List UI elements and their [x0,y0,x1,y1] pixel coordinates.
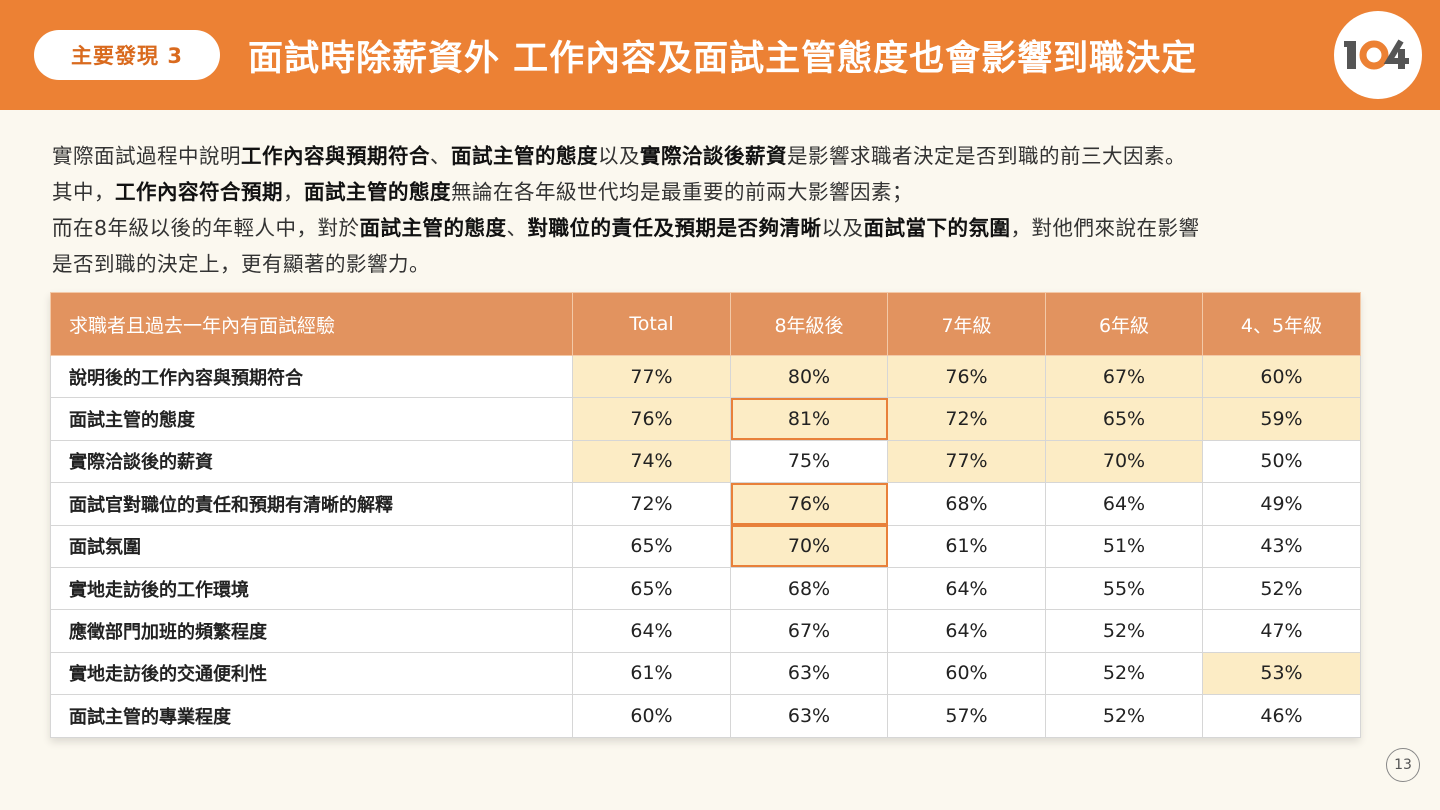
table-row: 面試氛圍 65% 70% 61% 51% 43% [50,524,1361,568]
table-header-row: 求職者且過去一年內有面試經驗 Total 8年級後 7年級 6年級 4、5年級 [50,292,1361,356]
table-cell: 65% [572,524,731,568]
table-cell: 53% [1202,651,1361,696]
intro-line-2: 其中，工作內容符合預期，面試主管的態度無論在各年級世代均是最重要的前兩大影響因素… [52,180,913,204]
table-cell: 60% [572,694,731,738]
table-row: 面試主管的態度 76% 81% 72% 65% 59% [50,397,1361,441]
table-cell: 75% [730,439,888,484]
table-cell: 57% [887,694,1046,738]
logo-104-icon [1344,39,1409,70]
table-cell-emphasized: 76% [730,482,888,526]
table-cell: 49% [1202,482,1361,526]
table-cell: 68% [730,566,888,611]
table-cell: 72% [572,482,731,526]
row-label: 實地走訪後的交通便利性 [50,651,573,696]
table-cell: 64% [572,609,731,653]
table-cell: 43% [1202,524,1361,568]
table-cell: 80% [730,354,888,399]
page-number: 13 [1386,748,1420,782]
table-cell: 77% [887,439,1046,484]
row-label: 面試主管的態度 [50,397,573,441]
table-cell: 64% [887,566,1046,611]
table-cell: 68% [887,482,1046,526]
intro-line-4: 是否到職的決定上，更有顯著的影響力。 [52,252,430,276]
table-cell: 52% [1045,651,1203,696]
table-row: 實際洽談後的薪資 74% 75% 77% 70% 50% [50,439,1361,484]
table-cell: 65% [1045,397,1203,441]
table-row: 面試主管的專業程度 60% 63% 57% 52% 46% [50,694,1361,738]
row-label: 實地走訪後的工作環境 [50,566,573,611]
row-label: 面試氛圍 [50,524,573,568]
table-cell: 55% [1045,566,1203,611]
table-cell: 59% [1202,397,1361,441]
intro-line-1: 實際面試過程中說明工作內容與預期符合、面試主管的態度以及實際洽談後薪資是影響求職… [52,144,1186,168]
table-cell: 50% [1202,439,1361,484]
table-cell: 72% [887,397,1046,441]
table-cell: 52% [1045,694,1203,738]
table-cell: 76% [572,397,731,441]
table-cell: 76% [887,354,1046,399]
table-cell: 64% [1045,482,1203,526]
table-cell: 61% [572,651,731,696]
table-cell: 63% [730,694,888,738]
results-table-container: 求職者且過去一年內有面試經驗 Total 8年級後 7年級 6年級 4、5年級 … [50,292,1361,738]
table-row: 實地走訪後的工作環境 65% 68% 64% 55% 52% [50,566,1361,611]
table-row: 說明後的工作內容與預期符合 77% 80% 76% 67% 60% [50,354,1361,399]
table-cell: 67% [1045,354,1203,399]
table-cell: 47% [1202,609,1361,653]
table-row: 實地走訪後的交通便利性 61% 63% 60% 52% 53% [50,651,1361,696]
column-header: 求職者且過去一年內有面試經驗 [50,292,573,356]
table-cell: 64% [887,609,1046,653]
table-cell: 61% [887,524,1046,568]
table-cell: 65% [572,566,731,611]
page-title: 面試時除薪資外 工作內容及面試主管態度也會影響到職決定 [248,38,1198,79]
table-cell: 77% [572,354,731,399]
results-table: 求職者且過去一年內有面試經驗 Total 8年級後 7年級 6年級 4、5年級 … [50,292,1361,738]
column-header: 6年級 [1045,292,1203,356]
table-cell: 67% [730,609,888,653]
row-label: 面試主管的專業程度 [50,694,573,738]
column-header: Total [572,292,731,356]
row-label: 面試官對職位的責任和預期有清晰的解釋 [50,482,573,526]
table-cell: 63% [730,651,888,696]
table-row: 應徵部門加班的頻繁程度 64% 67% 64% 52% 47% [50,609,1361,653]
intro-line-3: 而在8年級以後的年輕人中，對於面試主管的態度、對職位的責任及預期是否夠清晰以及面… [52,216,1200,240]
brand-logo [1334,11,1422,99]
table-cell: 60% [1202,354,1361,399]
row-label: 實際洽談後的薪資 [50,439,573,484]
table-cell: 70% [1045,439,1203,484]
column-header: 4、5年級 [1202,292,1361,356]
table-row: 面試官對職位的責任和預期有清晰的解釋 72% 76% 68% 64% 49% [50,482,1361,526]
column-header: 8年級後 [730,292,888,356]
table-cell: 51% [1045,524,1203,568]
row-label: 說明後的工作內容與預期符合 [50,354,573,399]
table-cell: 52% [1045,609,1203,653]
table-cell: 52% [1202,566,1361,611]
table-cell: 46% [1202,694,1361,738]
table-cell-emphasized: 81% [730,397,888,441]
header-bar: 主要發現 3 面試時除薪資外 工作內容及面試主管態度也會影響到職決定 [0,0,1440,110]
column-header: 7年級 [887,292,1046,356]
intro-text: 實際面試過程中說明工作內容與預期符合、面試主管的態度以及實際洽談後薪資是影響求職… [52,138,1372,282]
finding-badge: 主要發現 3 [34,30,220,80]
row-label: 應徵部門加班的頻繁程度 [50,609,573,653]
table-cell-emphasized: 70% [730,524,888,568]
table-cell: 74% [572,439,731,484]
table-cell: 60% [887,651,1046,696]
